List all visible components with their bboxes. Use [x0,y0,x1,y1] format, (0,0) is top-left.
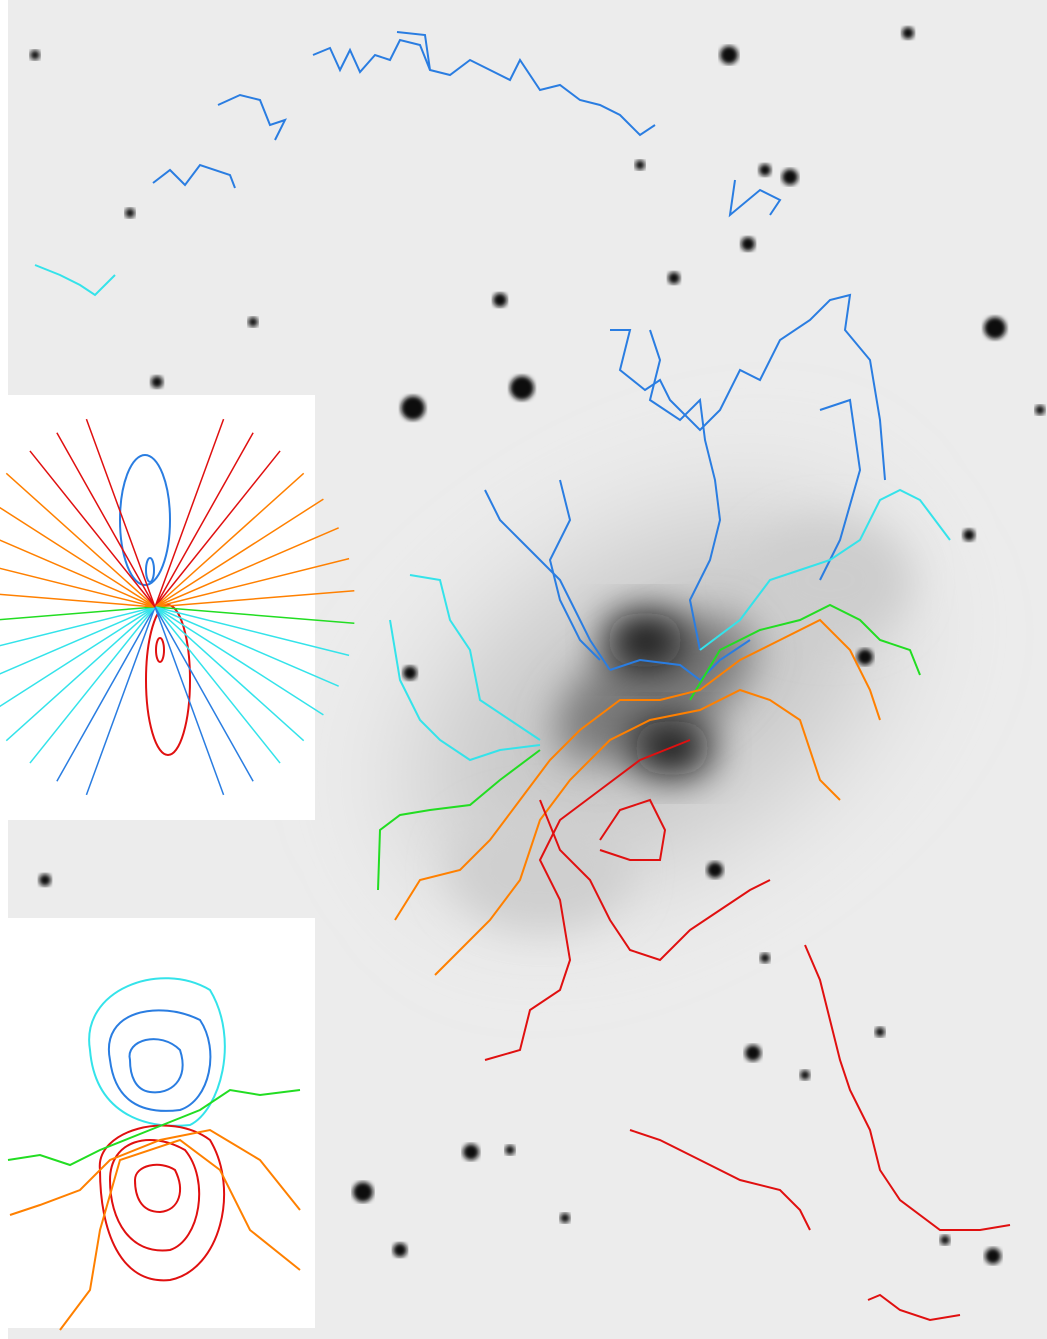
star [39,874,51,886]
star [760,953,770,963]
star [403,666,417,680]
star [510,376,534,400]
star [125,208,135,218]
star [745,1045,761,1061]
star [505,1145,515,1155]
star [759,164,771,176]
star [493,293,507,307]
star [635,160,645,170]
star [401,396,425,420]
galaxy-image [0,0,1047,1339]
star [940,1235,950,1245]
star [741,237,755,251]
star [1035,405,1045,415]
star [393,1243,407,1257]
star [463,1144,479,1160]
star [875,1027,885,1037]
star [963,529,975,541]
star [857,649,873,665]
star [902,27,914,39]
star [707,862,723,878]
star [560,1213,570,1223]
star [353,1182,373,1202]
star [668,272,680,284]
page: (() => { const svg = document.getElement… [0,0,1047,1339]
star [30,50,40,60]
model-inset [0,395,354,820]
star [782,169,798,185]
observed-inset [8,918,315,1330]
star [151,376,163,388]
star [984,317,1006,339]
star [720,46,738,64]
star [985,1248,1001,1264]
star [248,317,258,327]
star [800,1070,810,1080]
